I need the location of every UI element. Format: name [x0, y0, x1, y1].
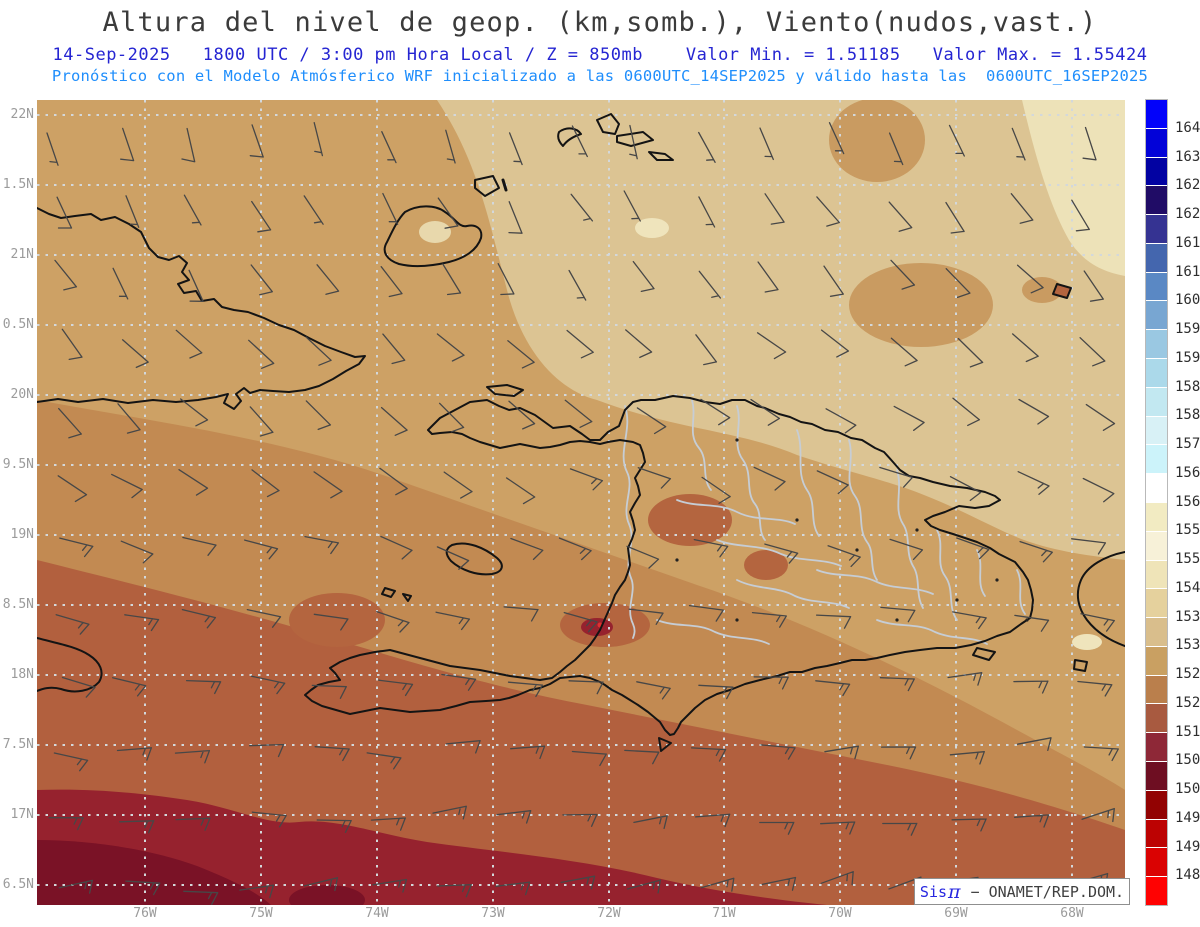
- colorbar-segment: [1146, 359, 1167, 388]
- colorbar-tick-label: 1593: [1175, 349, 1200, 366]
- colorbar-segment: [1146, 330, 1167, 360]
- colorbar-tick-label: 1497: [1175, 809, 1200, 826]
- lon-axis-label: 76W: [133, 906, 157, 921]
- map-canvas: [36, 98, 1126, 915]
- colorbar-segment: [1146, 416, 1167, 446]
- province-borders: [622, 399, 1026, 645]
- colorbar-tick-label: 1569: [1175, 464, 1200, 481]
- lon-axis-label: 72W: [597, 906, 621, 921]
- colorbar-segment: [1146, 819, 1167, 849]
- lat-axis-label: 19N: [10, 527, 34, 542]
- lon-axis-label: 68W: [1060, 906, 1084, 921]
- lat-axis-label: 21N: [10, 247, 34, 262]
- colorbar-segment: [1146, 761, 1167, 791]
- colorbar-segment: [1146, 215, 1167, 244]
- colorbar-tick-label: 1605: [1175, 292, 1200, 309]
- colorbar-segment: [1146, 848, 1167, 878]
- lon-axis-label: 70W: [828, 906, 852, 921]
- colorbar-segment: [1146, 301, 1167, 331]
- lat-axis-label: 0.5N: [2, 317, 34, 332]
- colorbar-segment: [1146, 243, 1167, 273]
- colorbar: [1145, 99, 1168, 906]
- colorbar-tick-label: 1635: [1175, 148, 1200, 165]
- lat-axis-label: 1.5N: [2, 177, 34, 192]
- shaded-field: [37, 98, 1125, 915]
- sispi-label: Sis: [919, 882, 948, 901]
- colorbar-segment: [1146, 560, 1167, 590]
- colorbar-tick-label: 1527: [1175, 666, 1200, 682]
- colorbar-segment: [1146, 733, 1167, 762]
- colorbar-segment: [1146, 646, 1167, 676]
- colorbar-segment: [1146, 704, 1167, 734]
- colorbar-tick-label: 1503: [1175, 781, 1200, 797]
- colorbar-tick-label: 1545: [1175, 579, 1200, 596]
- colorbar-segment: [1146, 877, 1167, 905]
- lat-axis-label: 17N: [10, 807, 34, 822]
- colorbar-segment: [1146, 387, 1167, 417]
- colorbar-tick-label: 1485: [1175, 867, 1200, 884]
- colorbar-segment: [1146, 186, 1167, 216]
- colorbar-tick-label: 1575: [1175, 436, 1200, 452]
- colorbar-segment: [1146, 100, 1167, 129]
- colorbar-tick-label: 1515: [1175, 723, 1200, 740]
- colorbar-segment: [1146, 502, 1167, 532]
- colorbar-tick-label: 1587: [1175, 378, 1200, 395]
- lon-axis-label: 74W: [365, 906, 389, 921]
- colorbar-segment: [1146, 618, 1167, 647]
- colorbar-tick-label: 1629: [1175, 177, 1200, 194]
- colorbar-segment: [1146, 157, 1167, 187]
- lon-axis-label: 71W: [712, 906, 736, 921]
- lon-axis-label: 73W: [481, 906, 505, 921]
- colorbar-tick-label: 1623: [1175, 206, 1200, 222]
- credit-org: − ONAMET/REP.DOM.: [961, 882, 1125, 901]
- colorbar-tick-label: 1563: [1175, 493, 1200, 510]
- colorbar-segment: [1146, 675, 1167, 705]
- colorbar-segment: [1146, 589, 1167, 619]
- lon-axis-label: 69W: [944, 906, 968, 921]
- credit-badge: Sis π − ONAMET/REP.DOM.: [914, 878, 1130, 905]
- colorbar-segment: [1146, 128, 1167, 158]
- lat-axis-label: 8.5N: [2, 597, 34, 612]
- lat-axis-label: 22N: [10, 107, 34, 122]
- lon-axis-label: 75W: [249, 906, 273, 921]
- sispi-pi-logo: π: [948, 880, 961, 903]
- wind-barb-field: [46, 121, 1119, 905]
- model-info-line: Pronóstico con el Modelo Atmósferico WRF…: [51, 67, 1149, 85]
- station-dots: [675, 438, 1029, 622]
- lat-axis-label: 7.5N: [2, 737, 34, 752]
- page-title: Altura del nivel de geop. (km,somb.), Vi…: [102, 7, 1098, 38]
- colorbar-tick-label: 1599: [1175, 321, 1200, 337]
- forecast-datetime-line: 14-Sep-2025 1800 UTC / 3:00 pm Hora Loca…: [52, 45, 1148, 65]
- colorbar-tick-label: 1533: [1175, 637, 1200, 654]
- map-plot-area: [36, 98, 1126, 915]
- lat-axis-label: 18N: [10, 667, 34, 682]
- colorbar-segment: [1146, 272, 1167, 302]
- colorbar-segment: [1146, 445, 1167, 475]
- colorbar-tick-label: 1509: [1175, 752, 1200, 769]
- lat-axis-label: 6.5N: [2, 877, 34, 892]
- colorbar-tick-label: 1539: [1175, 608, 1200, 625]
- colorbar-segment: [1146, 531, 1167, 561]
- coastlines: [36, 113, 1126, 752]
- colorbar-tick-label: 1557: [1175, 522, 1200, 539]
- lat-axis-label: 20N: [10, 387, 34, 402]
- colorbar-segment: [1146, 474, 1167, 503]
- lat-axis-label: 9.5N: [2, 457, 34, 472]
- colorbar-segment: [1146, 790, 1167, 820]
- colorbar-tick-label: 1617: [1175, 234, 1200, 251]
